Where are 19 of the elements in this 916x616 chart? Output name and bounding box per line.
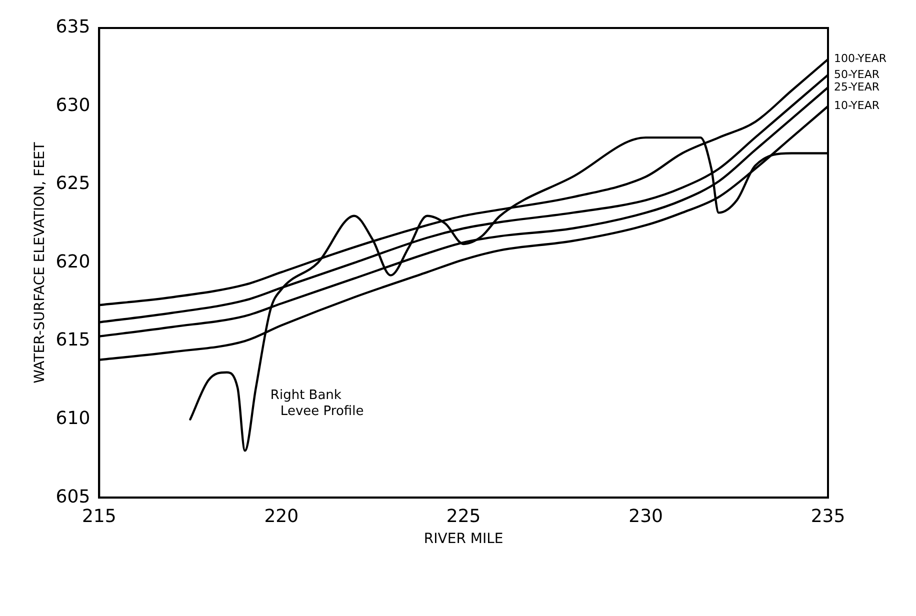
y-tick-label: 615: [56, 330, 90, 351]
series-label: 100-YEAR: [834, 52, 887, 66]
y-axis-title: WATER-SURFACE ELEVATION, FEET: [32, 142, 48, 384]
series-label: 50-YEAR: [834, 68, 880, 81]
y-tick-label: 610: [56, 408, 90, 430]
series-label: 25-YEAR: [834, 80, 880, 94]
x-tick-label: 225: [446, 506, 481, 528]
y-tick-label: 635: [56, 16, 90, 38]
x-axis-title: RIVER MILE: [424, 531, 504, 548]
y-tick-label: 605: [56, 486, 90, 508]
x-tick-label: 235: [810, 506, 846, 528]
x-tick-label: 220: [264, 506, 299, 528]
x-tick-label: 230: [628, 506, 663, 528]
y-tick-label: 620: [56, 251, 90, 272]
series-label: 10-YEAR: [834, 99, 880, 112]
y-tick-label: 625: [56, 173, 90, 194]
annotation: Right Bank Levee Profile: [270, 388, 364, 420]
y-tick-label: 630: [56, 94, 90, 116]
x-tick-label: 215: [82, 506, 116, 528]
